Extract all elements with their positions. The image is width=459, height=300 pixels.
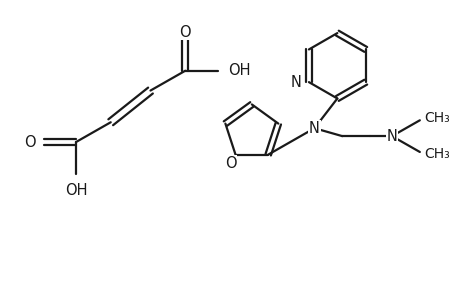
Text: N: N	[386, 129, 397, 144]
Text: CH₃: CH₃	[423, 147, 448, 161]
Text: N: N	[291, 75, 301, 90]
Text: CH₃: CH₃	[423, 111, 448, 125]
Text: O: O	[24, 135, 36, 150]
Text: O: O	[224, 156, 236, 171]
Text: O: O	[179, 25, 190, 40]
Text: OH: OH	[228, 63, 250, 78]
Text: OH: OH	[65, 183, 87, 198]
Text: N: N	[308, 121, 319, 136]
